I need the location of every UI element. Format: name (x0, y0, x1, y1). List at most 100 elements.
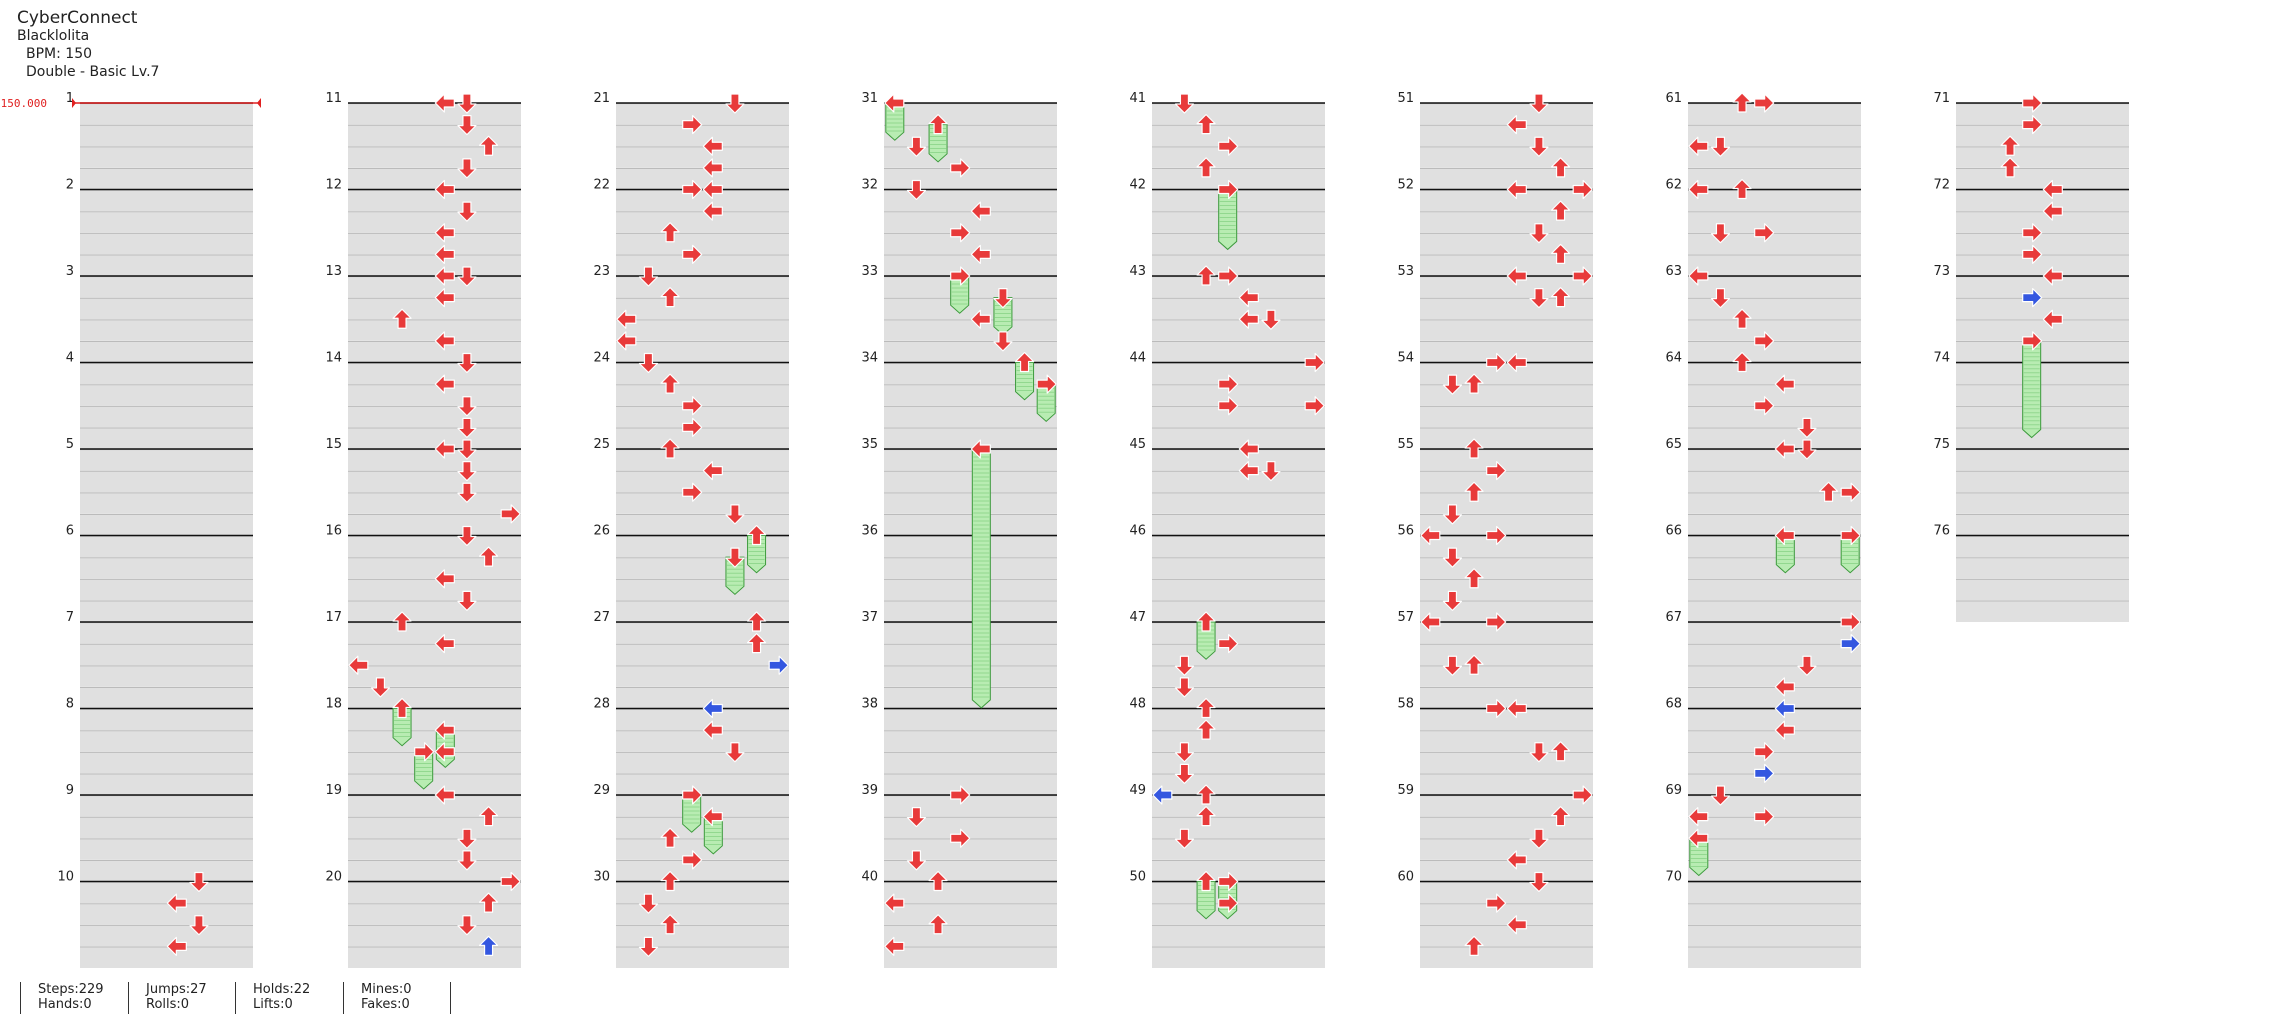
stats-group-mines: Mines:0 Fakes:0 (343, 982, 449, 1014)
arrow-shape (682, 482, 703, 502)
beat-stripe (1688, 947, 1861, 968)
tap-note-arrow (616, 309, 637, 329)
beat-stripe (348, 557, 521, 579)
beat-stripe (1688, 211, 1861, 233)
beat-stripe (1956, 449, 2129, 471)
beat-stripe (1152, 882, 1325, 904)
tap-note-arrow (1174, 655, 1195, 676)
beat-stripe (1152, 298, 1325, 320)
measure-number: 12 (325, 178, 342, 193)
arrow-shape (1218, 871, 1239, 892)
hold-head-arrow (1196, 611, 1216, 632)
beat-stripe (884, 125, 1057, 147)
beat-stripe (1688, 514, 1861, 536)
measure-58: 58 (1397, 697, 1593, 795)
beat-stripe (884, 557, 1057, 579)
beat-stripe (1420, 622, 1593, 644)
beat-stripe (884, 665, 1057, 687)
measure-number: 19 (325, 783, 342, 798)
beat-stripe (1152, 838, 1325, 860)
beat-stripe (1152, 406, 1325, 428)
mine-note-arrow (1152, 785, 1173, 805)
beat-stripe (884, 298, 1057, 320)
beat-stripe (616, 579, 789, 601)
tap-note-arrow (1464, 935, 1484, 956)
tap-note-arrow (478, 546, 499, 567)
arrow-shape (166, 936, 187, 956)
beat-stripe (616, 709, 789, 731)
tap-note-arrow (1840, 612, 1861, 632)
measure-number: 40 (861, 870, 878, 885)
beat-stripe (1152, 233, 1325, 255)
beat-stripe (1956, 233, 2129, 255)
arrow-shape (950, 266, 971, 286)
measure-number: 2 (66, 178, 74, 193)
beat-stripe (1420, 774, 1593, 795)
beat-stripe (1420, 514, 1593, 536)
beat-stripe (1152, 817, 1325, 839)
beat-stripe (616, 752, 789, 774)
arrow-shape (1754, 331, 1775, 351)
tap-note-arrow (1754, 93, 1775, 113)
tap-note-arrow (1774, 720, 1795, 740)
tap-note-arrow (1218, 396, 1239, 416)
beat-stripe (1688, 774, 1861, 795)
tap-note-arrow (1754, 396, 1775, 416)
beat-stripe (1956, 211, 2129, 233)
arrow-shape (434, 93, 455, 113)
tap-note-arrow (660, 373, 680, 394)
tap-note-arrow (1710, 223, 1731, 244)
beat-stripe (1152, 579, 1325, 601)
tap-note-arrow (702, 179, 723, 200)
beat-stripe (348, 449, 521, 471)
tap-note-arrow (906, 179, 927, 201)
beat-stripe (1956, 579, 2129, 601)
measure-number: 62 (1665, 178, 1682, 193)
hold-head-arrow (414, 742, 435, 762)
arrow-shape (1238, 461, 1259, 481)
arrow-shape (434, 223, 455, 243)
hold-note (703, 816, 723, 855)
tap-note-arrow (1196, 265, 1216, 286)
beat-stripe (884, 795, 1057, 817)
beat-stripe (1152, 319, 1325, 341)
arrow-shape (434, 569, 455, 589)
tap-note-arrow (1506, 352, 1527, 373)
measure-4: 4 (66, 351, 253, 449)
tap-note-arrow (884, 893, 905, 913)
beat-stripe (1956, 103, 2129, 125)
arrow-shape (1572, 266, 1593, 286)
tap-note-arrow (434, 266, 455, 286)
arrow-shape (1688, 136, 1709, 156)
beat-stripe (80, 514, 253, 536)
tap-note-arrow (660, 222, 680, 243)
arrow-shape (1174, 677, 1195, 698)
tap-note-arrow (1218, 893, 1239, 913)
arrow-shape (1550, 741, 1571, 762)
beat-stripe (80, 255, 253, 276)
tap-note-arrow (1550, 287, 1571, 308)
tap-note-arrow (616, 331, 637, 351)
tap-note-arrow (2042, 201, 2063, 221)
hold-head-arrow (950, 266, 971, 286)
hold-body (682, 794, 702, 833)
hold-body (1036, 383, 1056, 422)
measure-11: 11 (325, 91, 521, 190)
measure-number: 29 (593, 783, 610, 798)
beat-stripe (1688, 622, 1861, 644)
measure-number: 21 (593, 91, 610, 106)
tap-note-arrow (457, 266, 477, 287)
arrow-shape (1218, 374, 1239, 394)
tap-note-arrow (1486, 893, 1507, 913)
arrow-shape (1442, 655, 1463, 676)
beat-stripe (1152, 557, 1325, 579)
hold-body (1218, 189, 1238, 251)
arrow-shape (702, 158, 723, 178)
tap-note-arrow (1174, 763, 1195, 784)
arrow-shape (2042, 266, 2063, 286)
beat-stripe (1152, 709, 1325, 731)
beat-stripe (1420, 579, 1593, 601)
beat-stripe (1420, 644, 1593, 666)
arrow-shape (970, 309, 991, 329)
beat-stripe (80, 838, 253, 860)
